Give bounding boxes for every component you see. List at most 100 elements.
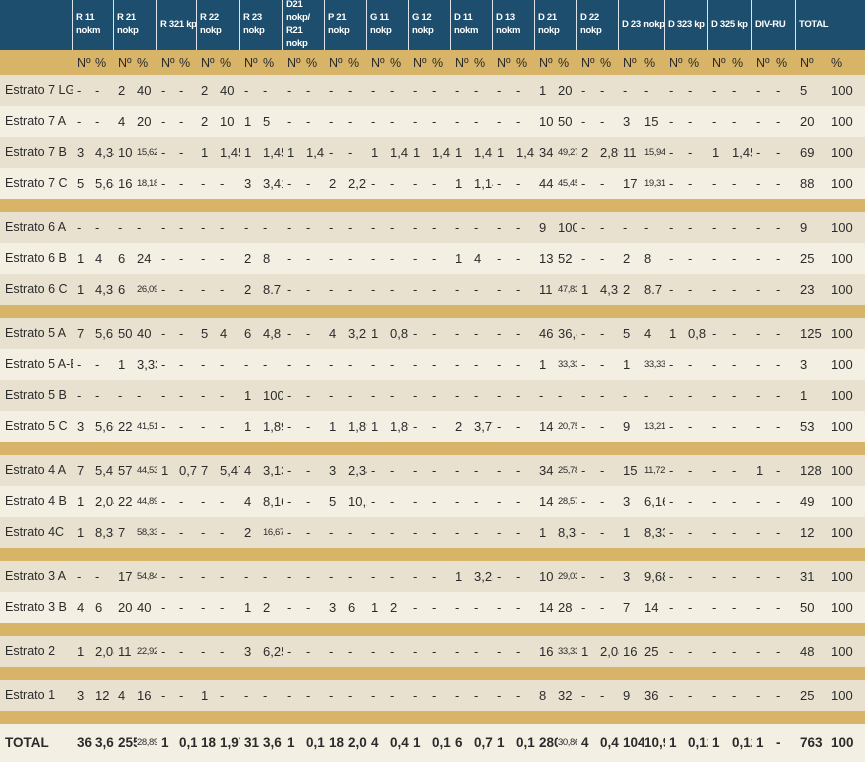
subheader-number: Nº bbox=[77, 55, 91, 70]
cell-percent: - bbox=[600, 569, 605, 584]
cell-count: - bbox=[497, 569, 502, 584]
column-header: D21 nokp/ R21 nokp bbox=[283, 0, 325, 50]
cell-percent: 10 bbox=[220, 114, 235, 129]
cell-count: - bbox=[497, 326, 502, 341]
cell-count: - bbox=[756, 83, 761, 98]
cell-percent: 50 bbox=[558, 114, 573, 129]
table-row bbox=[0, 318, 865, 349]
cell-count: - bbox=[497, 688, 502, 703]
cell-count: 1 bbox=[497, 145, 505, 160]
cell-percent: 100 bbox=[831, 735, 854, 751]
cell-percent: 6,25 bbox=[263, 644, 283, 659]
cell-count: 2 bbox=[118, 83, 126, 98]
cell-percent: - bbox=[220, 644, 225, 659]
cell-percent: - bbox=[688, 688, 693, 703]
cell-count: 1 bbox=[800, 388, 808, 403]
cell-percent: - bbox=[390, 357, 395, 372]
cell-percent: 3,23 bbox=[474, 569, 493, 584]
cell-count: - bbox=[161, 326, 166, 341]
cell-count: - bbox=[669, 463, 674, 478]
subheader-number: Nº bbox=[455, 55, 469, 70]
cell-percent: - bbox=[688, 569, 693, 584]
cell-percent: - bbox=[474, 463, 479, 478]
cell-percent: - bbox=[179, 326, 184, 341]
cell-percent: - bbox=[474, 83, 479, 98]
cell-percent: - bbox=[688, 145, 693, 160]
subheader-percent: % bbox=[179, 55, 191, 70]
cell-percent: 8,16 bbox=[263, 494, 283, 509]
cell-count: 1 bbox=[623, 525, 631, 540]
cell-percent: - bbox=[600, 388, 605, 403]
cell-count: - bbox=[201, 569, 206, 584]
cell-count: - bbox=[455, 282, 460, 297]
cell-percent: 33,33 bbox=[558, 358, 577, 370]
cell-percent: - bbox=[390, 688, 395, 703]
cell-percent: - bbox=[179, 251, 184, 266]
cell-count: - bbox=[118, 220, 123, 235]
cell-count: - bbox=[756, 326, 761, 341]
cell-count: 4 bbox=[371, 735, 379, 751]
cell-percent: 4,34 bbox=[95, 145, 114, 160]
cell-percent: - bbox=[432, 463, 437, 478]
cell-count: - bbox=[413, 569, 418, 584]
cell-percent: - bbox=[95, 220, 100, 235]
cell-percent: - bbox=[306, 220, 311, 235]
subheader-percent: % bbox=[474, 55, 486, 70]
column-header: D 21 nokp bbox=[535, 0, 577, 50]
cell-percent: - bbox=[220, 388, 225, 403]
cell-percent: - bbox=[263, 688, 268, 703]
cell-percent: - bbox=[688, 357, 693, 372]
row-label: Estrato 1 bbox=[5, 688, 56, 703]
cell-percent: - bbox=[390, 251, 395, 266]
cell-percent: - bbox=[474, 688, 479, 703]
cell-count: 7 bbox=[77, 463, 85, 478]
subheader-percent: % bbox=[306, 55, 318, 70]
column-header: D 13 nokm bbox=[493, 0, 535, 50]
cell-percent: 0,8 bbox=[390, 326, 409, 341]
cell-percent: - bbox=[179, 525, 184, 540]
cell-count: - bbox=[287, 114, 292, 129]
cell-percent: - bbox=[776, 220, 781, 235]
cell-count: 2 bbox=[201, 114, 209, 129]
cell-percent: - bbox=[776, 388, 781, 403]
cell-percent: - bbox=[432, 326, 437, 341]
cell-percent: - bbox=[220, 525, 225, 540]
cell-count: 9 bbox=[539, 220, 547, 235]
cell-percent: - bbox=[306, 176, 311, 191]
cell-percent: - bbox=[732, 688, 737, 703]
cell-percent: - bbox=[732, 220, 737, 235]
cell-percent: - bbox=[95, 569, 100, 584]
cell-percent: - bbox=[95, 83, 100, 98]
cell-percent: 8,33 bbox=[644, 525, 665, 540]
cell-count: - bbox=[497, 525, 502, 540]
cell-count: - bbox=[201, 388, 206, 403]
cell-percent: 2 bbox=[263, 600, 271, 615]
cell-percent: - bbox=[516, 83, 521, 98]
cell-count: 57 bbox=[118, 463, 133, 478]
cell-percent: 28,89 bbox=[137, 737, 157, 749]
cell-percent: 100 bbox=[831, 176, 853, 191]
subheader-number: Nº bbox=[161, 55, 175, 70]
cell-count: - bbox=[497, 114, 502, 129]
cell-percent: - bbox=[776, 735, 781, 751]
table-row bbox=[0, 243, 865, 274]
cell-percent: - bbox=[306, 282, 311, 297]
cell-count: - bbox=[756, 525, 761, 540]
row-label: Estrato 4C bbox=[5, 525, 65, 540]
cell-count: - bbox=[329, 388, 334, 403]
cell-count: 4 bbox=[329, 326, 337, 341]
row-label: Estrato 2 bbox=[5, 644, 56, 659]
table-row bbox=[0, 411, 865, 442]
cell-percent: - bbox=[306, 357, 311, 372]
cell-count: 1 bbox=[539, 357, 547, 372]
cell-count: - bbox=[371, 644, 376, 659]
cell-count: - bbox=[455, 525, 460, 540]
cell-percent: - bbox=[306, 525, 311, 540]
cell-count: - bbox=[669, 176, 674, 191]
cell-percent: 4,8 bbox=[263, 326, 282, 341]
cell-percent: - bbox=[776, 145, 781, 160]
subheader-number: Nº bbox=[413, 55, 427, 70]
cell-count: - bbox=[371, 494, 376, 509]
cell-count: - bbox=[497, 282, 502, 297]
cell-count: - bbox=[161, 600, 166, 615]
